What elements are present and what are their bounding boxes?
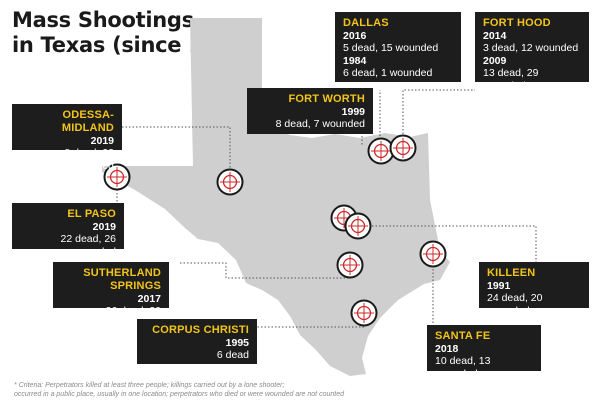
box-santa-fe: SANTA FE 2018 10 dead, 13 wounded bbox=[427, 325, 541, 380]
event-year: 2019 bbox=[92, 221, 116, 233]
event-casualties: 10 dead, 13 wounded bbox=[435, 355, 491, 380]
box-fort-worth: FORT WORTH 1999 8 dead, 7 wounded bbox=[247, 88, 373, 134]
box-sutherland-springs: SUTHERLAND SPRINGS 2017 26 dead, 20 woun… bbox=[53, 262, 169, 330]
crosshair-target-icon bbox=[367, 137, 395, 165]
box-fort-hood: FORT HOOD 2014 3 dead, 12 wounded 2009 1… bbox=[475, 12, 589, 92]
city-label: EL PASO bbox=[67, 208, 116, 220]
title-line-1: Mass Shootings bbox=[12, 8, 194, 32]
city-label: KILLEEN bbox=[487, 267, 536, 279]
crosshair-target-icon bbox=[103, 163, 131, 191]
crosshair-target-icon bbox=[389, 134, 417, 162]
event-year: 2019 bbox=[90, 135, 114, 147]
crosshair-target-icon bbox=[336, 251, 364, 279]
footnote-line-2: occurred in a public place, usually in o… bbox=[14, 391, 344, 398]
event-casualties: 3 dead, 12 wounded bbox=[483, 42, 579, 54]
texas-outline bbox=[102, 18, 450, 376]
footnote-line-1: * Criteria: Perpetrators killed at least… bbox=[14, 382, 285, 389]
event-casualties: 5 dead, 15 wounded bbox=[343, 42, 439, 54]
city-label: ODESSA-MIDLAND bbox=[61, 109, 114, 134]
box-corpus-christi: CORPUS CHRISTI 1995 6 dead bbox=[137, 319, 257, 364]
crosshair-target-icon bbox=[344, 212, 372, 240]
event-casualties: 6 dead, 1 wounded bbox=[343, 67, 433, 79]
city-label: FORT HOOD bbox=[483, 17, 551, 29]
event-year: 2016 bbox=[343, 30, 367, 42]
box-el-paso: EL PASO 2019 22 dead, 26 wounded bbox=[12, 203, 124, 258]
event-year: 1991 bbox=[487, 280, 511, 292]
event-year: 1984 bbox=[343, 55, 367, 67]
event-year: 2018 bbox=[435, 343, 459, 355]
crosshair-target-icon bbox=[419, 240, 447, 268]
leader-fort-hood bbox=[402, 89, 475, 148]
event-casualties: 8 dead, 23 wounded bbox=[64, 147, 114, 172]
leader-odessa bbox=[122, 126, 231, 178]
city-label: CORPUS CHRISTI bbox=[152, 324, 249, 336]
crosshair-target-icon bbox=[216, 168, 244, 196]
event-year: 2014 bbox=[483, 30, 507, 42]
event-casualties: 13 dead, 29 wounded bbox=[483, 67, 539, 92]
box-killeen: KILLEEN 1991 24 dead, 20 wounded bbox=[479, 262, 589, 317]
crosshair-target-icon bbox=[350, 299, 378, 327]
box-odessa-midland: ODESSA-MIDLAND 2019 8 dead, 23 wounded bbox=[12, 104, 122, 172]
city-label: SUTHERLAND SPRINGS bbox=[83, 267, 161, 292]
event-year: 2009 bbox=[483, 55, 507, 67]
markers bbox=[103, 134, 447, 327]
city-label: FORT WORTH bbox=[288, 93, 365, 105]
criteria-footnote: * Criteria: Perpetrators killed at least… bbox=[14, 381, 344, 399]
box-dallas: DALLAS 2016 5 dead, 15 wounded 1984 6 de… bbox=[335, 12, 461, 82]
city-label: SANTA FE bbox=[435, 330, 491, 342]
city-label: DALLAS bbox=[343, 17, 389, 29]
event-casualties: 8 dead, 7 wounded bbox=[275, 118, 365, 130]
event-casualties: 6 dead bbox=[216, 349, 249, 361]
event-casualties: 22 dead, 26 wounded bbox=[60, 233, 116, 258]
event-year: 1999 bbox=[341, 106, 365, 118]
event-casualties: 24 dead, 20 wounded bbox=[487, 292, 543, 317]
event-year: 1995 bbox=[225, 337, 249, 349]
event-year: 2017 bbox=[137, 293, 161, 305]
